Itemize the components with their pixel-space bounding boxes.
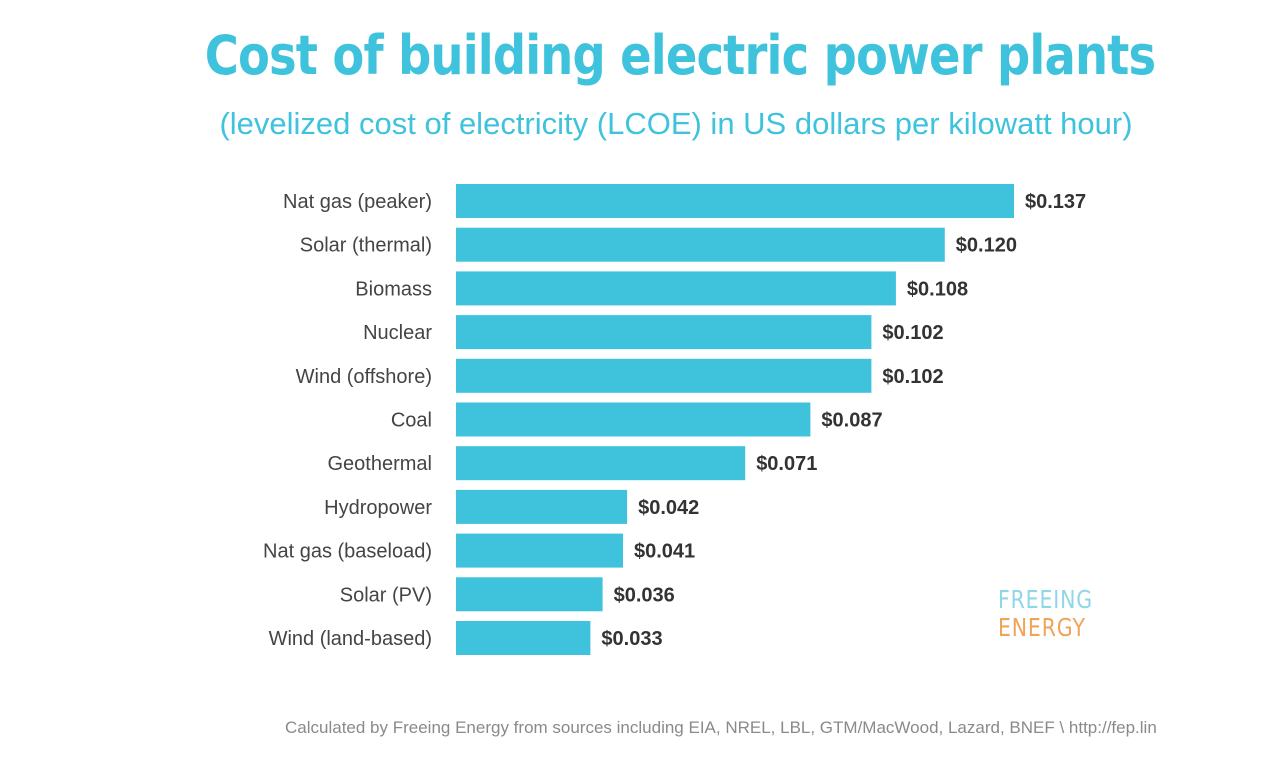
category-label: Solar (thermal) (300, 235, 432, 257)
value-label: $0.042 (638, 497, 699, 519)
bar (456, 315, 872, 350)
bar (456, 184, 1014, 218)
bar (456, 358, 872, 393)
freeing-energy-logo: FREEING ENERGY (998, 586, 1093, 642)
value-label: $0.120 (956, 235, 1017, 257)
value-label: $0.033 (601, 628, 662, 650)
value-label: $0.102 (882, 366, 943, 388)
value-label: $0.041 (634, 541, 695, 563)
bar (456, 402, 811, 437)
chart-subtitle: (levelized cost of electricity (LCOE) in… (219, 106, 1133, 141)
bar (456, 227, 945, 262)
bar (456, 533, 623, 568)
source-note: Calculated by Freeing Energy from source… (285, 718, 1157, 737)
value-label: $0.137 (1025, 191, 1086, 213)
category-label: Coal (391, 410, 432, 432)
bar (456, 577, 603, 612)
category-label: Wind (land-based) (269, 628, 432, 650)
bar (456, 489, 628, 524)
logo-line-2: ENERGY (998, 613, 1086, 642)
logo-line-1: FREEING (998, 585, 1093, 614)
category-label: Geothermal (328, 453, 433, 475)
bar (456, 446, 746, 481)
category-label: Nuclear (363, 322, 432, 344)
bar (456, 621, 591, 655)
category-label: Nat gas (baseload) (263, 541, 432, 563)
value-label: $0.036 (614, 584, 675, 606)
category-label: Solar (PV) (340, 584, 432, 606)
category-label: Wind (offshore) (296, 366, 432, 388)
value-label: $0.071 (756, 453, 817, 475)
chart-title: Cost of building electric power plants (204, 24, 1156, 87)
value-label: $0.108 (907, 278, 968, 300)
category-label: Hydropower (324, 497, 432, 519)
category-label: Biomass (355, 278, 432, 300)
value-label: $0.087 (821, 410, 882, 432)
bar (456, 271, 896, 306)
value-label: $0.102 (882, 322, 943, 344)
category-label: Nat gas (peaker) (283, 191, 432, 213)
